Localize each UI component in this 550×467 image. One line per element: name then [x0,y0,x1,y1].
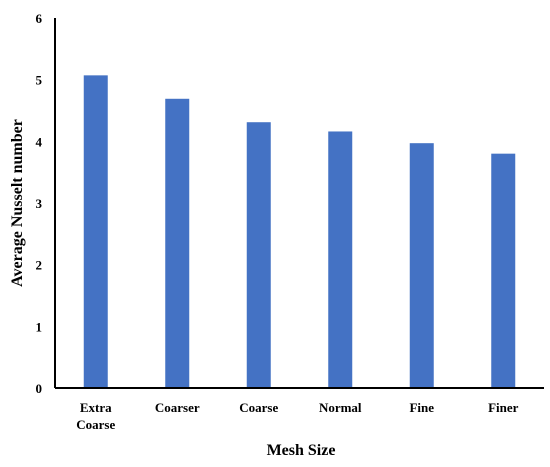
y-axis-title: Average Nusselt number [9,119,26,287]
bar [409,143,434,388]
x-tick-label: Finer [488,400,519,415]
x-tick-label: Coarser [155,400,200,415]
y-tick-label: 6 [36,11,43,26]
x-tick-label: Extra Coarse [76,400,115,432]
bar [246,122,271,388]
bar [328,131,353,388]
bar [165,98,190,389]
y-tick-label: 1 [36,319,43,334]
y-tick-label: 5 [36,73,43,88]
x-axis-title: Mesh Size [267,442,336,459]
x-tick-label-line: Coarse [76,417,115,432]
y-tick-label: 3 [36,196,43,211]
x-tick-label: Fine [409,400,434,415]
x-tick-label-line: Coarser [155,400,200,415]
x-tick-label-line: Extra [80,400,112,415]
y-tick-label: 2 [36,258,43,273]
x-tick-label-line: Fine [409,400,434,415]
y-tick-labels: 0 1 2 3 4 5 6 [36,11,43,396]
x-tick-label-line: Coarse [239,400,278,415]
x-tick-label: Normal [319,400,362,415]
x-tick-label: Coarse [239,400,278,415]
bar [491,153,516,388]
bars-group [83,75,516,389]
x-tick-label-line: Normal [319,400,362,415]
x-tick-labels: Extra Coarse Coarser Coarse Normal Fine Finer [76,400,518,432]
y-tick-label: 0 [36,381,43,396]
x-tick-label-line: Finer [488,400,519,415]
y-tick-label: 4 [36,134,43,149]
bar [83,75,108,388]
